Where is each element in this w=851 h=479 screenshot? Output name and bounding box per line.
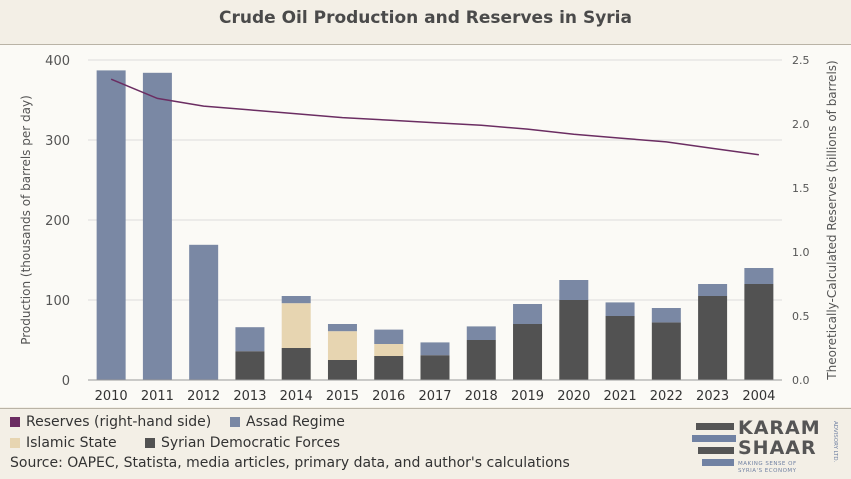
- logo-bar-2: [692, 435, 736, 442]
- bar-2019-series-0: [513, 324, 543, 380]
- reserves-line-path: [110, 78, 759, 156]
- source-note: Source: OAPEC, Statista, media articles,…: [10, 455, 570, 471]
- y-axis-label-right: Theoretically-Calculated Reserves (billi…: [825, 60, 839, 380]
- bar-2013-series-0: [235, 351, 265, 380]
- x-tick-label-10: 2020: [557, 389, 590, 404]
- bar-2014-series-0: [281, 348, 311, 380]
- x-tick-label-8: 2018: [465, 389, 498, 404]
- bar-2022-series-2: [651, 308, 681, 323]
- x-tick-label-1: 2011: [141, 389, 174, 404]
- title-band: Crude Oil Production and Reserves in Syr…: [0, 0, 851, 45]
- legend-label-assad: Assad Regime: [246, 414, 345, 430]
- logo-line-2: SHAAR: [738, 437, 817, 459]
- legend-item-reserves: Reserves (right-hand side): [10, 414, 211, 430]
- bar-2018-series-2: [466, 326, 496, 340]
- y-axis-label-left: Production (thousands of barrels per day…: [19, 95, 33, 345]
- logo-bar-1: [696, 423, 734, 430]
- x-tick-label-14: 2004: [742, 389, 775, 404]
- y-right-tick-label-0: 0.0: [792, 374, 810, 387]
- y-tick-label-100: 100: [45, 294, 70, 309]
- x-tick-label-13: 2023: [696, 389, 729, 404]
- x-tick-label-2: 2012: [187, 389, 220, 404]
- y-right-tick-label-5: 2.5: [792, 54, 810, 67]
- chart-title: Crude Oil Production and Reserves in Syr…: [219, 8, 632, 28]
- x-tick-label-7: 2017: [418, 389, 451, 404]
- footer: Reserves (right-hand side) Assad Regime …: [0, 408, 851, 479]
- bar-2016-series-2: [374, 329, 404, 344]
- bar-2012-series-2: [189, 244, 219, 380]
- legend-swatch-sdf: [145, 438, 155, 448]
- legend-item-assad: Assad Regime: [230, 414, 345, 430]
- bar-2020-series-2: [559, 280, 589, 300]
- bar-2017-series-0: [420, 355, 450, 380]
- bar-2010-series-2: [96, 70, 126, 381]
- y-tick-label-400: 400: [45, 54, 70, 69]
- logo-side-text: ADVISORY LTD.: [832, 421, 838, 463]
- y-right-tick-label-3: 1.5: [792, 182, 810, 195]
- logo-line-1: KARAM: [738, 417, 821, 439]
- y-right-tick-label-1: 0.5: [792, 310, 810, 323]
- bar-2020-series-0: [559, 300, 589, 380]
- bar-2011-series-2: [142, 72, 172, 381]
- brand-logo: KARAM SHAAR MAKING SENSE OF SYRIA'S ECON…: [690, 417, 845, 475]
- axes: 0 100 200 300 400 0.0 0.5 1.0 1.5 2.0 2.5 2010 2011 2…: [19, 54, 839, 404]
- y-tick-label-0: 0: [62, 374, 70, 389]
- legend-label-sdf: Syrian Democratic Forces: [161, 435, 341, 451]
- y-tick-label-200: 200: [45, 214, 70, 229]
- logo-bar-4: [702, 459, 734, 466]
- x-tick-label-9: 2019: [511, 389, 544, 404]
- legend-item-islamic-state: Islamic State: [10, 435, 117, 451]
- legend-label-reserves: Reserves (right-hand side): [26, 414, 212, 430]
- bar-2015-series-2: [327, 324, 357, 332]
- bar-2017-series-2: [420, 342, 450, 356]
- bar-2023-series-0: [698, 296, 728, 380]
- bar-2019-series-2: [513, 304, 543, 324]
- legend-swatch-islamic-state: [10, 438, 20, 448]
- x-tick-label-4: 2014: [280, 389, 313, 404]
- bar-2021-series-0: [605, 316, 635, 380]
- y-right-tick-label-2: 1.0: [792, 246, 810, 259]
- x-tick-label-0: 2010: [95, 389, 128, 404]
- bar-2004-series-0: [744, 284, 774, 380]
- bar-2013-series-2: [235, 327, 265, 352]
- legend-item-sdf: Syrian Democratic Forces: [145, 435, 340, 451]
- legend-swatch-assad: [230, 417, 240, 427]
- bar-2018-series-0: [466, 340, 496, 380]
- x-tick-label-6: 2016: [372, 389, 405, 404]
- bar-2004-series-2: [744, 268, 774, 284]
- bar-2016-series-0: [374, 356, 404, 380]
- reserves-line: [110, 78, 759, 156]
- x-tick-label-3: 2013: [233, 389, 266, 404]
- y-right-tick-label-4: 2.0: [792, 118, 810, 131]
- bar-2023-series-2: [698, 284, 728, 296]
- legend-label-islamic-state: Islamic State: [26, 435, 117, 451]
- legend-swatch-reserves: [10, 417, 20, 427]
- x-tick-label-12: 2022: [650, 389, 683, 404]
- bars: [96, 70, 774, 381]
- x-tick-label-11: 2021: [604, 389, 637, 404]
- bar-2015-series-1: [327, 331, 357, 360]
- logo-tagline-2: SYRIA'S ECONOMY: [738, 468, 797, 474]
- bar-2022-series-0: [651, 322, 681, 380]
- logo-tagline-1: MAKING SENSE OF: [738, 461, 797, 467]
- logo-bar-3: [698, 447, 734, 454]
- bar-2014-series-2: [281, 296, 311, 304]
- y-tick-label-300: 300: [45, 134, 70, 149]
- bar-2021-series-2: [605, 302, 635, 316]
- bar-2014-series-1: [281, 303, 311, 348]
- bar-2016-series-1: [374, 344, 404, 356]
- x-tick-label-5: 2015: [326, 389, 359, 404]
- bar-2015-series-0: [327, 360, 357, 380]
